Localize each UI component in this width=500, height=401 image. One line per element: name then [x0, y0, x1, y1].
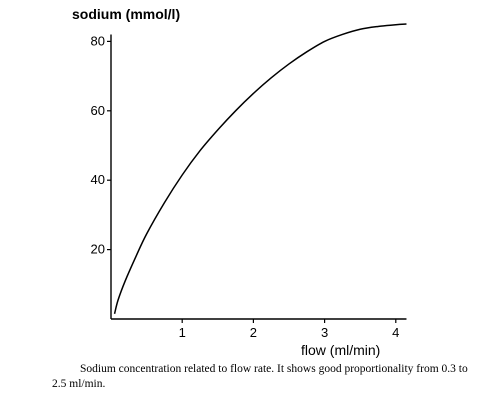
x-ticks: 1 2 3 4 [179, 319, 399, 340]
x-axis-label: flow (ml/min) [301, 342, 380, 358]
x-tick-label: 3 [321, 325, 328, 340]
x-tick-label: 4 [392, 325, 399, 340]
y-tick-label: 80 [91, 33, 105, 48]
y-tick-label: 60 [91, 103, 105, 118]
y-ticks: 20 40 60 80 [91, 33, 111, 257]
x-tick-label: 2 [250, 325, 257, 340]
figure-caption: Sodium concentration related to flow rat… [52, 363, 468, 390]
y-axis-label: sodium (mmol/l) [72, 6, 180, 22]
y-tick-label: 20 [91, 242, 105, 257]
y-tick-label: 40 [91, 172, 105, 187]
x-tick-label: 1 [179, 325, 186, 340]
sodium-curve [113, 23, 407, 314]
